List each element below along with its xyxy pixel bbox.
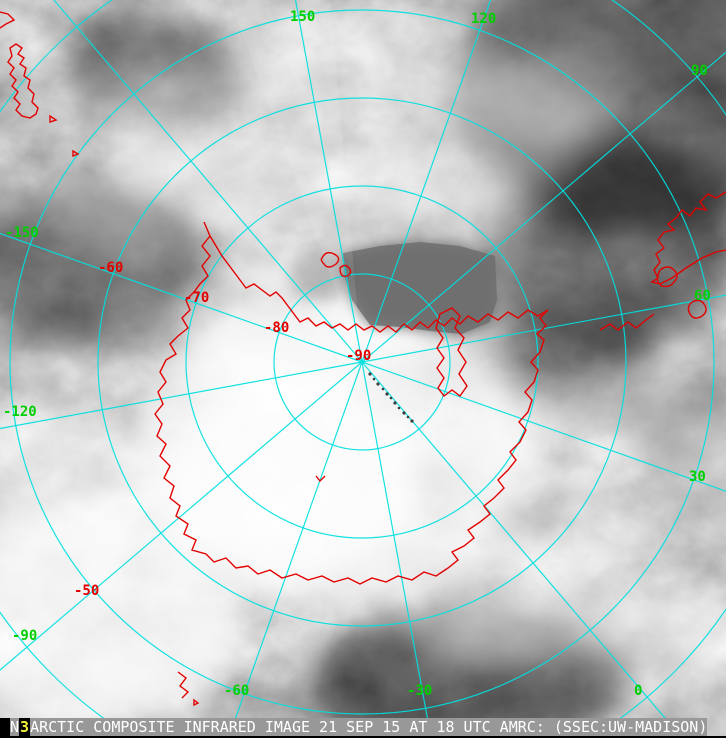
meridian-line-0 — [361, 361, 683, 738]
lat-label-50s: -50 — [74, 583, 100, 599]
station-mark — [315, 475, 326, 483]
lon-label-150w: -150 — [5, 225, 39, 241]
meridian-line-90e — [361, 51, 726, 363]
meridian-line-60w — [227, 361, 363, 738]
station-marker-badge: 3 — [19, 718, 31, 736]
no-data-sector — [290, 242, 497, 334]
bottom-black-strip — [0, 736, 726, 738]
meridian-line-150w — [0, 232, 363, 363]
lon-label-90: 90 — [691, 63, 708, 79]
lon-label-30: 30 — [689, 469, 706, 485]
lon-label-150: 150 — [290, 9, 316, 25]
antarctica-coastline — [154, 221, 549, 585]
meridian-line-120e — [361, 0, 492, 363]
lon-label-120w: -120 — [3, 404, 37, 420]
lat-label-80s: -80 — [264, 320, 290, 336]
coastal-islet-a — [320, 251, 340, 268]
latitude-circle-50s — [9, 9, 715, 715]
latitude-circle-80s — [273, 273, 451, 451]
meridian-line-90w — [0, 361, 363, 671]
southwest-islands — [177, 671, 190, 699]
small-island-mark — [72, 149, 80, 158]
lon-label-0: 0 — [634, 683, 643, 699]
meridian-line-120w — [0, 361, 363, 430]
southwest-islet-dot — [193, 698, 200, 707]
coastal-islet-b — [339, 264, 352, 278]
lon-label-60w: -60 — [224, 683, 250, 699]
meridian-line-60e — [361, 294, 726, 363]
caption-leading-cell — [0, 718, 10, 736]
lat-label-70s: -70 — [184, 290, 210, 306]
caption-prefix: N — [10, 718, 20, 736]
pole-transect-dots — [368, 372, 414, 423]
lon-label-30w: -30 — [407, 683, 433, 699]
new-zealand-south-island — [7, 43, 39, 119]
lat-label-90s: -90 — [346, 348, 372, 364]
stewart-island — [49, 114, 58, 123]
caption-bar: N 3 ARCTIC COMPOSITE INFRARED IMAGE 21 S… — [0, 718, 708, 736]
meridian-line-30w — [361, 361, 432, 738]
coastline-layer — [0, 11, 726, 707]
east-coast-squiggle — [599, 313, 655, 331]
meridian-line-30e — [361, 361, 726, 492]
lat-label-60s: -60 — [98, 260, 124, 276]
latitude-circle-60s — [97, 97, 627, 627]
kerguelen-coastline — [650, 191, 726, 285]
latitude-circle-70s — [185, 185, 539, 539]
lon-label-60: 60 — [694, 288, 711, 304]
caption-text: ARCTIC COMPOSITE INFRARED IMAGE 21 SEP 1… — [30, 718, 708, 736]
meridian-line-180 — [53, 0, 363, 363]
composite-seam-wedge — [230, 0, 362, 362]
lon-label-120: 120 — [471, 11, 497, 27]
island-heard-b — [687, 299, 707, 319]
new-zealand-north-coast — [0, 11, 16, 29]
lon-label-90w: -90 — [12, 628, 38, 644]
ice-shelf-complex — [435, 307, 468, 397]
